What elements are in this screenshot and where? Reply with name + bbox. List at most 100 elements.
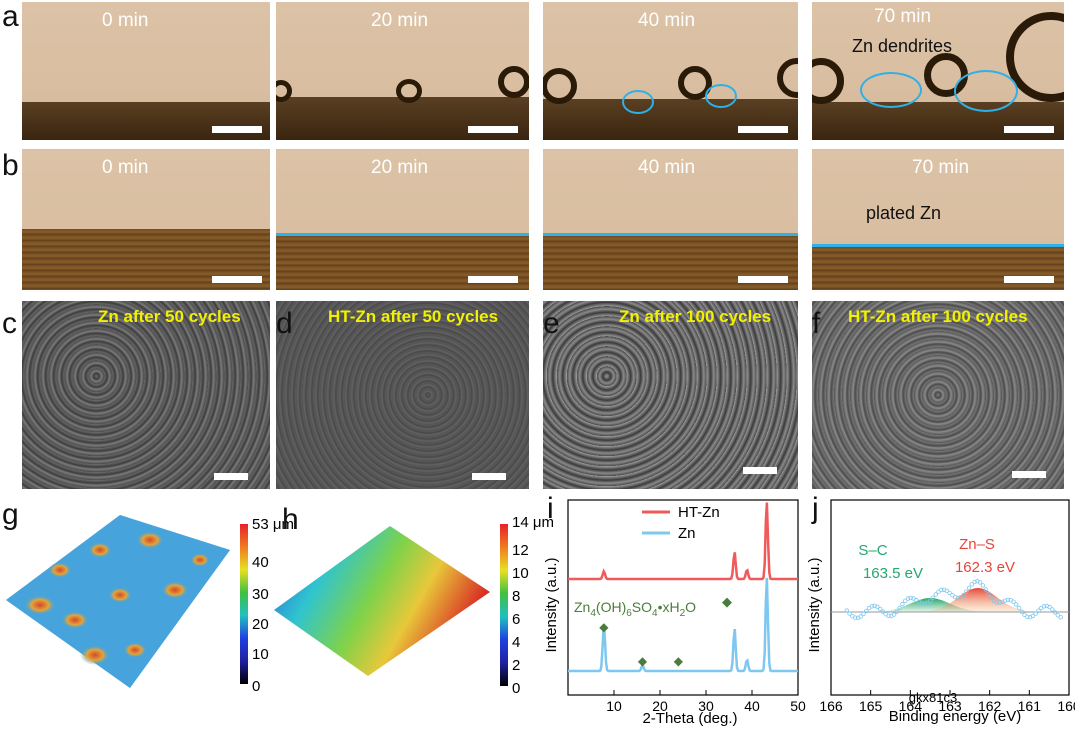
zn-dendrites-label: Zn dendrites (852, 36, 953, 56)
colorbar-g-tick: 40 (252, 554, 269, 571)
sem-title: HT-Zn after 50 cycles (328, 307, 499, 326)
gas-bubble (777, 58, 798, 98)
height-spot (161, 581, 189, 599)
xrd-xlabel: 2-Theta (deg.) (642, 710, 737, 727)
xps-data-point (1052, 610, 1058, 615)
xps-data-point (1058, 615, 1063, 620)
xps-data-point (1036, 608, 1041, 613)
surface-h (274, 526, 490, 676)
colorbar-h-tick: 0 (512, 680, 521, 697)
panel-label-f: f (812, 307, 821, 340)
xrd-frame (567, 499, 799, 696)
xps-data-point (961, 592, 966, 598)
xps-data-point (1013, 602, 1019, 607)
height-spot (61, 611, 89, 629)
height-spot (48, 562, 72, 578)
xps-data-point (1055, 613, 1061, 618)
time-label: 40 min (638, 157, 696, 178)
xrd-chart: Intensity (a.u.) 2-Theta (deg.) HT-Zn Zn… (543, 499, 806, 727)
panel-label-a: a (2, 0, 19, 33)
xps-ylabel: Intensity (a.u.) (806, 557, 823, 652)
plated-zn-layer (812, 244, 1064, 290)
panel-label-e: e (543, 307, 560, 340)
xps-data-point (891, 612, 897, 617)
sem-title: Zn after 50 cycles (98, 307, 241, 326)
x-tick-label: 165 (859, 698, 883, 714)
xps-data-point (847, 611, 852, 616)
xps-data-point (1047, 604, 1052, 610)
x-tick-label: 10 (606, 698, 622, 714)
legend-ht-zn: HT-Zn (678, 504, 720, 521)
xps-data-point (997, 600, 1002, 605)
xps-data-point (1019, 609, 1024, 614)
sem-panel-e: Zn after 100 cycles (543, 301, 798, 489)
xps-data-point (966, 585, 972, 591)
panel-label-j: j (812, 492, 819, 525)
zn-electrode (22, 102, 270, 140)
colorbar-g-tick: 30 (252, 586, 269, 603)
xps-data-point (853, 615, 858, 620)
xps-data-point (977, 580, 983, 585)
phase-marker: ◆ (599, 620, 609, 634)
xps-data-point (880, 609, 886, 614)
scale-bar (1004, 126, 1054, 133)
xps-chart: Intensity (a.u.) Binding energy (eV) 166… (806, 499, 1075, 725)
phase-marker: ◆ (638, 654, 648, 668)
xps-data-point (964, 589, 969, 594)
sem-title: Zn after 100 cycles (619, 307, 772, 326)
xps-data-point (980, 583, 986, 588)
height-spot (108, 587, 132, 603)
scale-bar (214, 473, 248, 480)
colorbar-h-tick: 10 (512, 565, 529, 582)
xrd-phase-annotation: Zn4(OH)6SO4•xH2O (574, 599, 696, 619)
colorbar-h-max: 14 μm (512, 514, 554, 531)
height-spot (80, 645, 110, 665)
gas-bubble (396, 79, 422, 103)
gas-bubble (543, 68, 577, 104)
colorbar-g-tick: 0 (252, 678, 261, 695)
xps-data-point (1000, 599, 1005, 604)
scale-bar (468, 126, 518, 133)
time-label: 40 min (638, 10, 696, 31)
xps-data-point (1002, 598, 1008, 603)
xps-data-point (1025, 614, 1030, 619)
gas-bubble (276, 80, 292, 102)
xps-data-point (933, 592, 938, 597)
xps-data-point (989, 595, 994, 601)
colorbar-g-tick: 10 (252, 646, 269, 663)
xps-data-point (872, 603, 877, 608)
plated-zn-label: plated Zn (866, 203, 942, 223)
xps-data-point (950, 592, 955, 598)
x-tick-label: 40 (744, 698, 760, 714)
xps-data-point (958, 595, 963, 600)
xps-data-point (969, 582, 974, 587)
colorbar-h (500, 524, 508, 686)
sem-panel-c: Zn after 50 cycles (22, 301, 270, 489)
gas-bubble (678, 66, 712, 100)
xps-data-point (908, 595, 913, 601)
time-label: 0 min (102, 10, 149, 31)
overlap-text: gkx81c3 (909, 690, 957, 705)
height-spot (190, 553, 210, 567)
x-tick-label: 50 (790, 698, 806, 714)
xps-data-point (925, 600, 930, 606)
optical-panel-b1: 0 min (22, 149, 270, 290)
dendrite-circle (705, 84, 737, 108)
colorbar-h-tick: 2 (512, 657, 521, 674)
colorbar-h-tick: 4 (512, 634, 521, 651)
xps-data-point (1050, 607, 1055, 612)
time-label: 70 min (874, 6, 932, 27)
scale-bar (738, 276, 788, 283)
xps-data-point (886, 613, 891, 618)
xps-data-point (894, 609, 899, 614)
xps-data-point (947, 590, 952, 596)
x-tick-label: 163 (938, 698, 962, 714)
time-label: 20 min (371, 157, 429, 178)
colorbar-g-max: 53 μm (252, 516, 294, 533)
xps-data-point (858, 614, 863, 619)
peak-value-zns: 162.3 eV (955, 559, 1015, 576)
dendrite-circle (622, 90, 654, 114)
xps-data-point (861, 611, 866, 617)
colorbar-h-tick: 12 (512, 542, 529, 559)
x-tick-label: 166 (819, 698, 843, 714)
